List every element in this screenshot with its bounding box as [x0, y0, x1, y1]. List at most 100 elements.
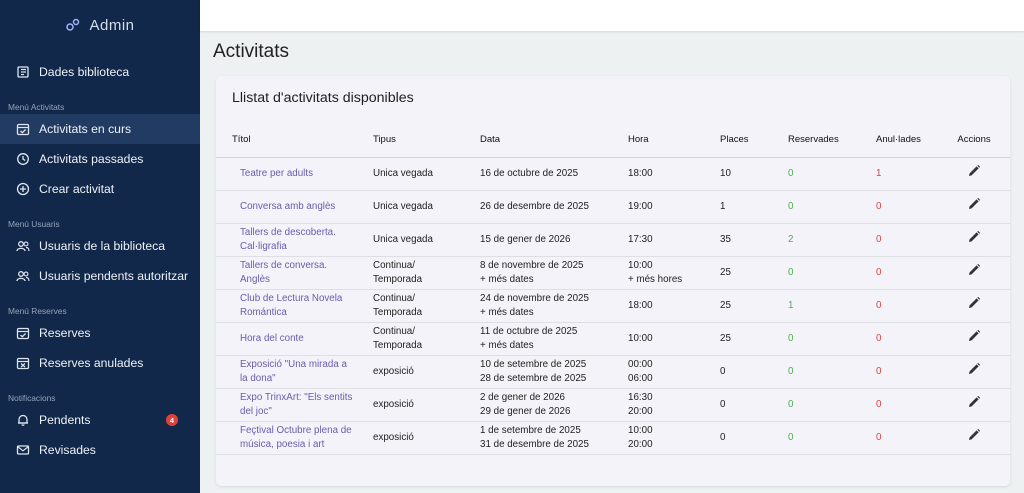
cell-actions: [938, 157, 1010, 191]
history-icon: [17, 153, 29, 165]
cell-time-text: 10:00 20:00: [628, 425, 653, 450]
sidebar-item-usuaris-pendents-autoritzar[interactable]: Usuaris pendents autoritzar: [0, 261, 200, 291]
cell-title-text[interactable]: Conversa amb anglès: [240, 200, 336, 212]
edit-pencil-icon[interactable]: [967, 395, 981, 409]
cell-title-text[interactable]: Feçtival Octubre plena de música, poesia…: [240, 425, 352, 450]
edit-pencil-icon[interactable]: [967, 296, 981, 310]
column-header-reserved[interactable]: Reservades: [772, 123, 860, 158]
cell-title-text[interactable]: Club de Lectura Novela Romántica: [240, 293, 343, 318]
cell-places-text: 10: [720, 167, 731, 179]
cell-title[interactable]: Club de Lectura Novela Romántica: [216, 289, 357, 323]
cell-title[interactable]: Tallers de descoberta. Cal·ligrafia: [216, 223, 357, 257]
bell-icon: [18, 414, 28, 426]
cell-title[interactable]: Hora del conte: [216, 322, 357, 356]
column-header-actions[interactable]: Accions: [938, 123, 1010, 158]
sidebar-section-title: Menú Usuaris: [8, 219, 60, 229]
sidebar-item-reserves[interactable]: Reserves: [0, 318, 200, 348]
cell-date-text: 8 de novembre de 2025 + més dates: [480, 260, 584, 285]
cell-reserved-text: 0: [788, 365, 794, 377]
sidebar-item-activitats-en-curs[interactable]: Activitats en curs: [0, 114, 200, 144]
edit-pencil-icon[interactable]: [967, 263, 981, 277]
column-header-places[interactable]: Places: [704, 123, 772, 158]
sidebar-item-label: Dades biblioteca: [39, 65, 130, 79]
column-header-cancelled[interactable]: Anul·lades: [860, 123, 938, 158]
cell-title[interactable]: Expo TrinxArt: "Els sentits del joc": [216, 388, 357, 422]
cell-reserved-text: 2: [788, 233, 794, 245]
cell-reserved: 2: [772, 223, 860, 257]
column-header-time[interactable]: Hora: [612, 123, 704, 158]
edit-pencil-icon[interactable]: [967, 197, 981, 211]
cell-title-text[interactable]: Tallers de descoberta. Cal·ligrafia: [240, 227, 336, 252]
sidebar-item-reserves-anulades[interactable]: Reserves anulades: [0, 348, 200, 378]
cell-places-text: 25: [720, 266, 731, 278]
cell-cancelled-text: 0: [876, 266, 882, 278]
cell-date-text: 11 de octubre de 2025 + més dates: [480, 326, 578, 351]
table-row: Feçtival Octubre plena de música, poesia…: [216, 421, 1010, 455]
cell-reserved-text: 0: [788, 200, 794, 212]
cell-cancelled-text: 0: [876, 365, 882, 377]
cell-type-text: Continua/ Temporada: [373, 293, 423, 318]
cell-title-text[interactable]: Hora del conte: [240, 332, 304, 344]
cell-actions: [938, 256, 1010, 290]
edit-pencil-icon[interactable]: [967, 329, 981, 343]
cell-date-text: 15 de gener de 2026: [480, 233, 571, 245]
sidebar-item-pendents[interactable]: Pendents 4: [0, 405, 200, 435]
cell-places: 25: [704, 256, 772, 290]
cell-date-text: 2 de gener de 2026 29 de gener de 2026: [480, 392, 571, 417]
cell-title-text[interactable]: Exposició "Una mirada a la dona": [240, 359, 347, 384]
table-row: Exposició "Una mirada a la dona" exposici…: [216, 355, 1010, 389]
column-header-type[interactable]: Tipus: [357, 123, 464, 158]
cell-time: 10:00: [612, 322, 704, 356]
sidebar-item-activitats-passades[interactable]: Activitats passades: [0, 144, 200, 174]
cell-type: Continua/ Temporada: [357, 289, 464, 323]
library-icon: [17, 66, 29, 78]
cell-time-text: 10:00: [628, 332, 653, 344]
cell-places-text: 25: [720, 299, 731, 311]
mail-icon: [16, 445, 30, 455]
cell-date-text: 1 de setembre de 2025 31 de desembre de …: [480, 425, 589, 450]
column-header-title[interactable]: Títol: [216, 123, 357, 158]
cell-title[interactable]: Tallers de conversa. Anglès: [216, 256, 357, 290]
edit-pencil-icon[interactable]: [967, 164, 981, 178]
cell-cancelled: 0: [860, 388, 938, 422]
cell-title[interactable]: Exposició "Una mirada a la dona": [216, 355, 357, 389]
edit-pencil-icon[interactable]: [967, 230, 981, 244]
cell-places: 25: [704, 289, 772, 323]
table-row: Club de Lectura Novela Romántica Continua…: [216, 289, 1010, 323]
cell-type: exposició: [357, 355, 464, 389]
top-bar: [200, 0, 1024, 31]
cell-actions: [938, 421, 1010, 455]
cell-title-text[interactable]: Teatre per adults: [240, 167, 313, 179]
sidebar-item-label: Activitats passades: [39, 152, 144, 166]
edit-pencil-icon[interactable]: [967, 428, 981, 442]
edit-pencil-icon[interactable]: [967, 362, 981, 376]
cell-date: 2 de gener de 2026 29 de gener de 2026: [464, 388, 612, 422]
sidebar-item-dades-biblioteca[interactable]: Dades biblioteca: [0, 57, 200, 87]
table-row: Teatre per adults Unica vegada 16 de octub…: [216, 157, 1010, 191]
cell-time-text: 19:00: [628, 200, 653, 212]
cell-type: exposició: [357, 421, 464, 455]
cell-title[interactable]: Teatre per adults: [216, 157, 357, 191]
sidebar-item-usuaris-de-la-biblioteca[interactable]: Usuaris de la biblioteca: [0, 231, 200, 261]
cell-date-text: 10 de setembre de 2025 28 de setembre de…: [480, 359, 587, 384]
cell-reserved-text: 1: [788, 299, 794, 311]
cell-places: 35: [704, 223, 772, 257]
cell-cancelled: 0: [860, 190, 938, 224]
cell-type: Continua/ Temporada: [357, 322, 464, 356]
sidebar: Admin Dades biblioteca Menú Activitats Act…: [0, 0, 200, 493]
sidebar-item-label: Usuaris de la biblioteca: [39, 239, 166, 253]
sidebar-item-revisades[interactable]: Revisades: [0, 435, 200, 465]
cell-time: 18:00: [612, 289, 704, 323]
cell-title[interactable]: Feçtival Octubre plena de música, poesia…: [216, 421, 357, 455]
cell-title-text[interactable]: Tallers de conversa. Anglès: [240, 260, 328, 285]
sidebar-item-crear-activitat[interactable]: Crear activitat: [0, 174, 200, 204]
cell-date: 11 de octubre de 2025 + més dates: [464, 322, 612, 356]
column-header-date[interactable]: Data: [464, 123, 612, 158]
cell-reserved: 0: [772, 421, 860, 455]
brand[interactable]: Admin: [0, 0, 200, 50]
cell-time-text: 00:00 06:00: [628, 359, 653, 384]
cell-time: 10:00 + més hores: [612, 256, 704, 290]
cell-title-text[interactable]: Expo TrinxArt: "Els sentits del joc": [240, 392, 353, 417]
sidebar-section-title: Notificacions: [8, 393, 56, 403]
cell-title[interactable]: Conversa amb anglès: [216, 190, 357, 224]
